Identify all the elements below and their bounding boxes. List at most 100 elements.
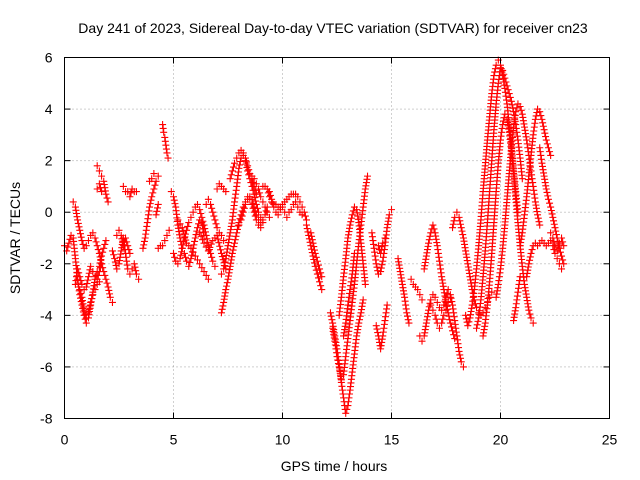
- data-point: [513, 104, 521, 112]
- data-point: [359, 296, 367, 304]
- data-point: [150, 170, 158, 178]
- data-point: [310, 243, 318, 251]
- y-tick-label: -8: [40, 411, 53, 427]
- data-point: [459, 231, 467, 239]
- data-point: [204, 195, 212, 203]
- data-point: [542, 133, 550, 141]
- data-point: [504, 86, 512, 94]
- data-point: [372, 322, 380, 330]
- data-point: [170, 193, 177, 201]
- y-tick-label: -2: [40, 256, 53, 272]
- data-point: [525, 260, 533, 268]
- data-point: [456, 351, 464, 359]
- data-point: [314, 274, 322, 282]
- data-point: [208, 204, 216, 212]
- data-point: [347, 218, 355, 226]
- data-point: [200, 221, 208, 229]
- data-point: [283, 213, 291, 221]
- data-point: [263, 208, 271, 216]
- data-point: [94, 271, 102, 279]
- data-point: [233, 225, 241, 233]
- data-point: [192, 231, 200, 239]
- data-point: [185, 262, 193, 270]
- data-point: [544, 192, 552, 200]
- data-point: [78, 237, 86, 245]
- data-point: [195, 220, 203, 228]
- data-point: [185, 219, 193, 227]
- data-point: [112, 262, 120, 270]
- data-point: [193, 256, 201, 264]
- data-point: [64, 243, 72, 251]
- data-point: [312, 266, 320, 274]
- x-tick-label: 15: [384, 432, 400, 448]
- data-point: [106, 293, 114, 301]
- data-point: [148, 193, 156, 201]
- data-point: [177, 248, 185, 256]
- data-point: [98, 260, 106, 268]
- data-point: [77, 277, 85, 285]
- data-point: [308, 232, 316, 240]
- data-point: [507, 97, 515, 105]
- data-point: [407, 275, 415, 283]
- data-point: [528, 246, 536, 254]
- data-point: [537, 112, 545, 120]
- data-point: [372, 260, 380, 268]
- data-point: [180, 230, 188, 238]
- x-tick-label: 5: [170, 432, 178, 448]
- data-point: [552, 227, 560, 235]
- y-tick-label: 4: [45, 101, 53, 117]
- data-point: [538, 115, 546, 123]
- data-point: [265, 213, 273, 221]
- data-point: [259, 198, 267, 206]
- data-point: [403, 312, 411, 320]
- data-point: [89, 229, 97, 237]
- data-point: [217, 246, 225, 254]
- data-point: [294, 193, 302, 201]
- data-point: [104, 198, 112, 206]
- data-point: [124, 188, 132, 196]
- data-point: [526, 256, 534, 264]
- data-point: [77, 233, 85, 241]
- data-point: [201, 225, 209, 233]
- data-point: [383, 301, 391, 309]
- data-point: [91, 234, 99, 242]
- data-point: [348, 211, 356, 219]
- data-point: [86, 302, 94, 310]
- data-point: [526, 253, 534, 261]
- data-point: [294, 203, 302, 211]
- data-point: [542, 136, 550, 144]
- data-point: [551, 224, 559, 232]
- data-point: [439, 315, 447, 323]
- data-point: [252, 190, 260, 198]
- data-point: [219, 302, 227, 310]
- data-point: [552, 231, 560, 239]
- data-point: [550, 220, 558, 228]
- data-point: [103, 194, 111, 202]
- data-point: [84, 276, 92, 284]
- data-point: [82, 242, 90, 250]
- data-point: [427, 301, 435, 309]
- data-point: [96, 253, 104, 261]
- data-point: [435, 324, 443, 332]
- data-point: [183, 257, 191, 265]
- data-point: [238, 212, 246, 220]
- data-point: [164, 154, 172, 162]
- data-point: [405, 319, 413, 327]
- data-point: [235, 221, 243, 229]
- y-tick-label: 2: [45, 153, 53, 169]
- data-point: [310, 246, 318, 254]
- data-point: [78, 280, 86, 288]
- chart-title: Day 241 of 2023, Sidereal Day-to-day VTE…: [78, 20, 588, 36]
- data-point: [87, 262, 95, 270]
- data-point: [199, 236, 207, 244]
- data-point: [374, 267, 382, 275]
- data-point: [539, 122, 547, 130]
- data-point: [66, 235, 74, 243]
- data-point: [262, 207, 270, 215]
- data-point: [217, 270, 225, 278]
- data-point: [117, 231, 125, 239]
- data-points: [61, 56, 568, 417]
- data-point: [534, 214, 542, 222]
- data-point: [333, 353, 341, 361]
